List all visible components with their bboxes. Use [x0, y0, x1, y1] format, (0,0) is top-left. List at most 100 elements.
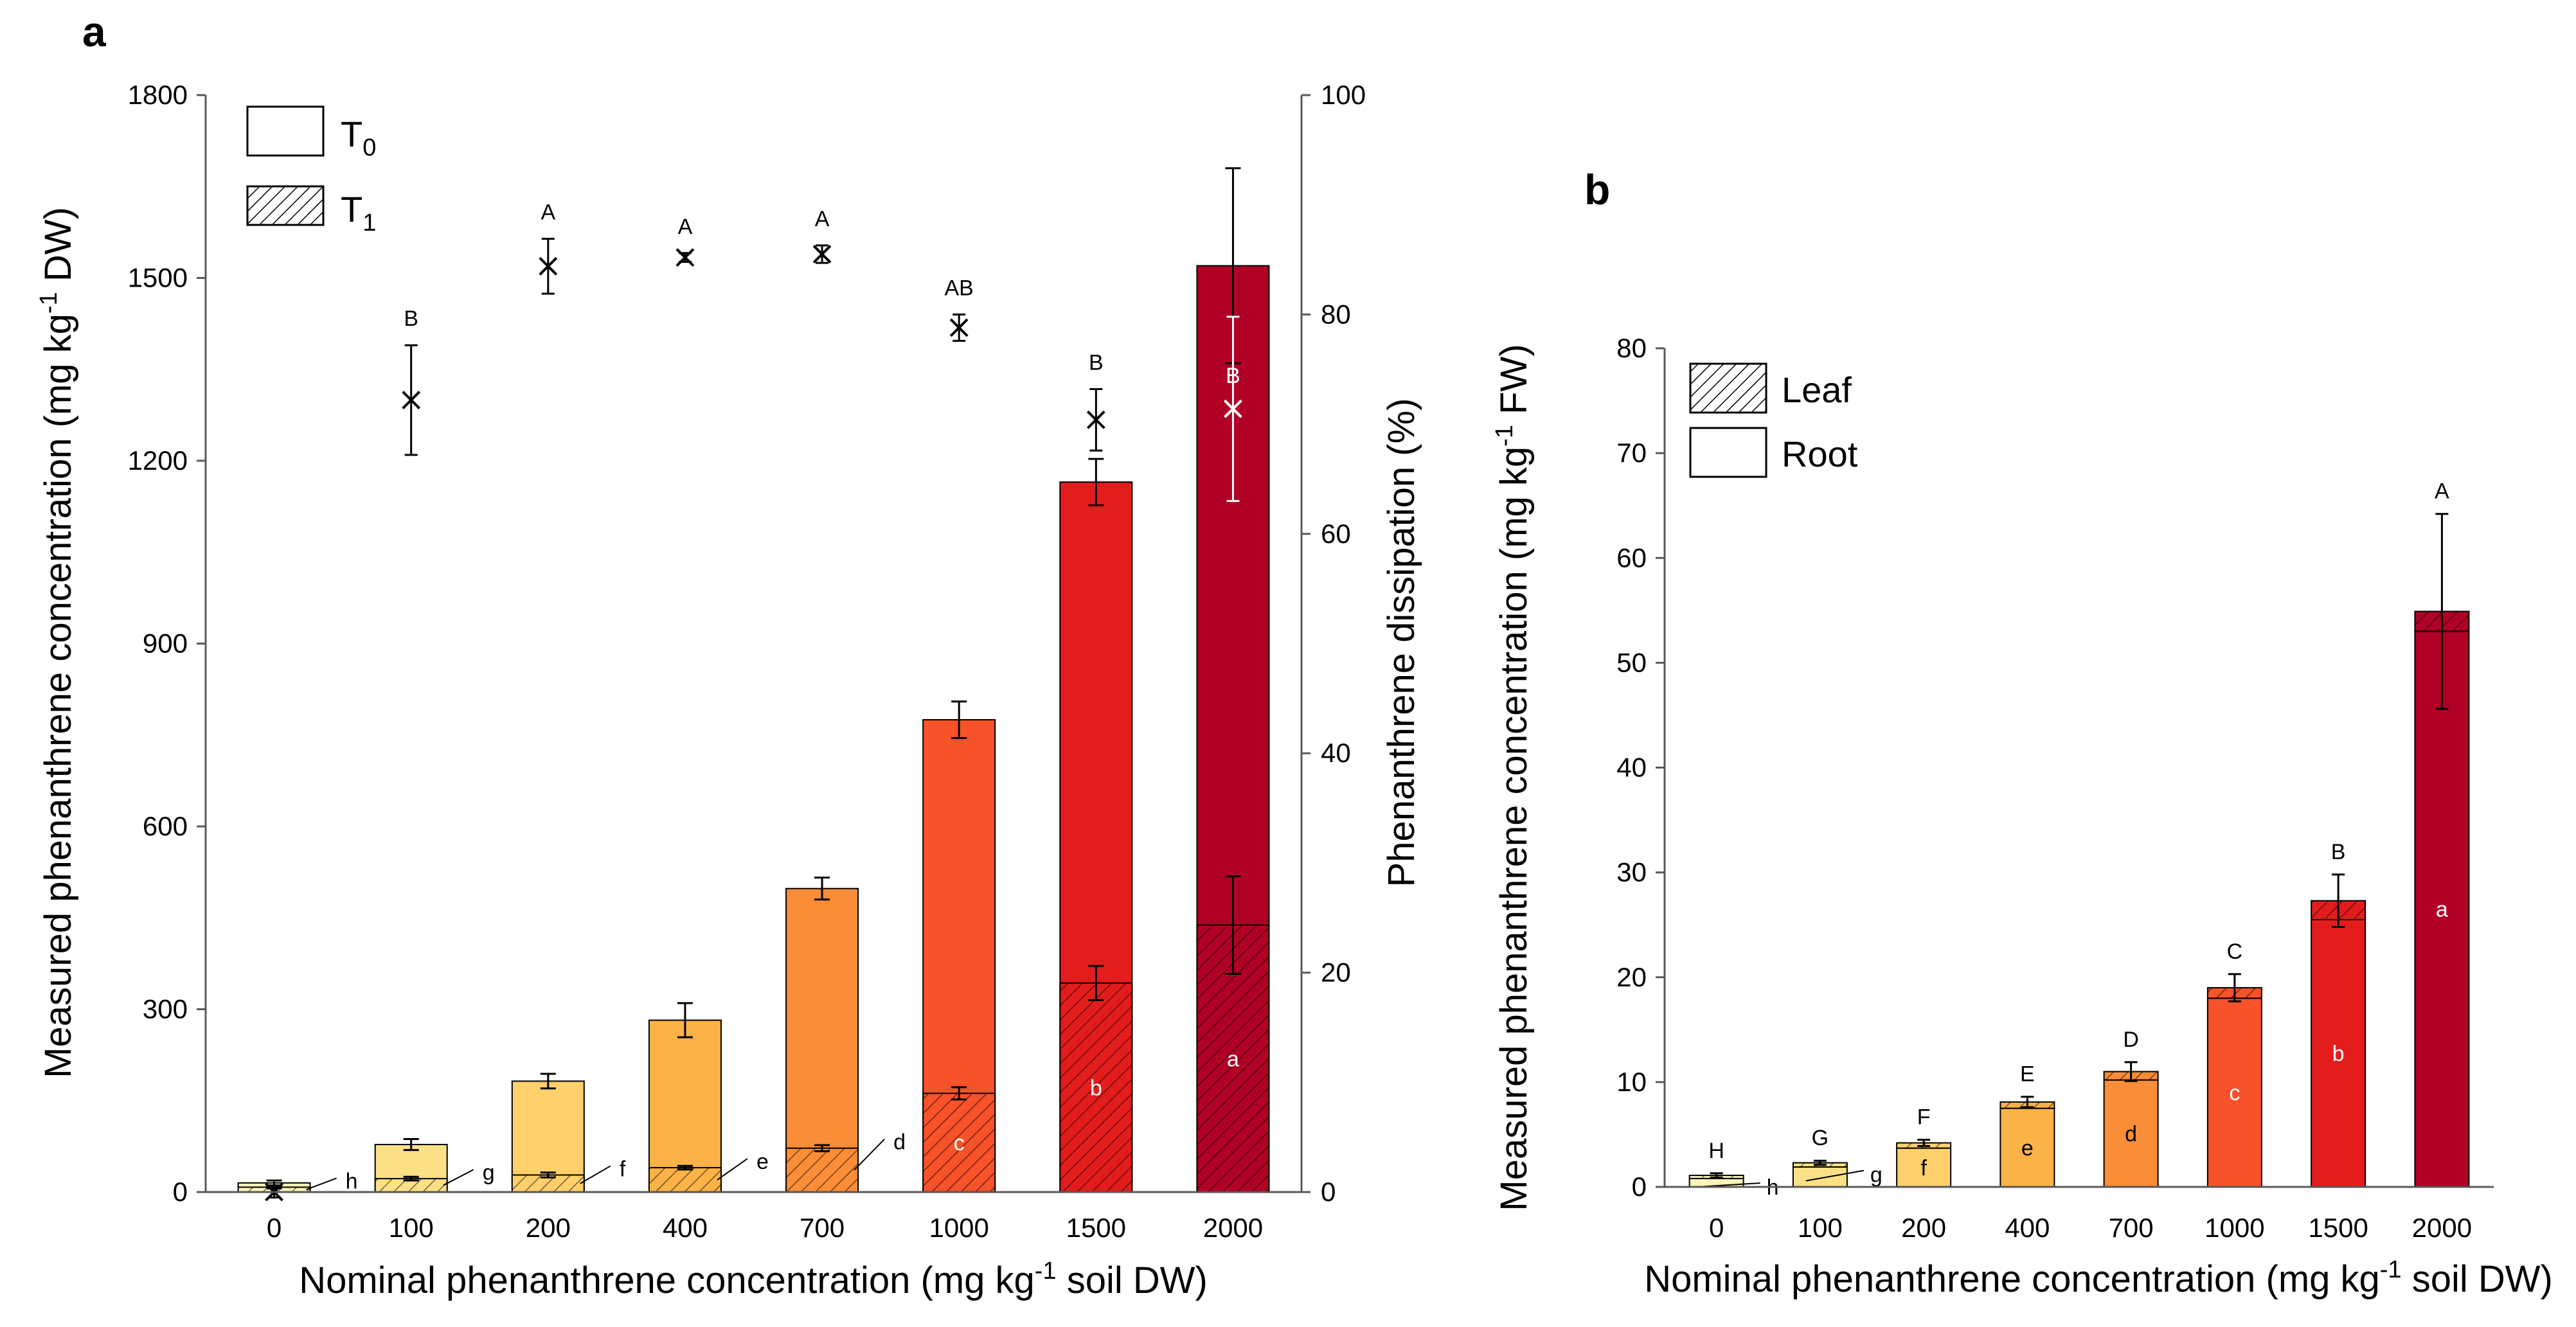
- panel-a-y2-tick-label: 40: [1321, 738, 1351, 768]
- upper-letter-0: H: [1708, 1139, 1724, 1163]
- panel-a-y2-tick-label: 60: [1321, 519, 1351, 549]
- bar-t0-700: [785, 887, 859, 1193]
- root-letter-1000: c: [2229, 1081, 2240, 1105]
- panel-b-x-tick-label: 1500: [2308, 1213, 2368, 1243]
- dissipation-point-100: [402, 391, 421, 409]
- dissipation-point-200: [539, 256, 558, 276]
- root-letter-1500: b: [2332, 1042, 2345, 1066]
- dissipation-point-2000: [1224, 399, 1242, 418]
- letter-leader-0: [306, 1177, 337, 1191]
- dissipation-letter-1500: B: [1089, 350, 1104, 375]
- significance-letter-2000: a: [1227, 1047, 1239, 1071]
- legend-t1-label: T1: [341, 189, 376, 236]
- letter-leader-200: [580, 1165, 611, 1184]
- legend-root-label: Root: [1782, 434, 1858, 474]
- legend-t1-swatch: [246, 185, 325, 226]
- significance-letter-200: f: [620, 1157, 626, 1181]
- bar-t1-hatch-1000: [923, 1093, 996, 1192]
- panel-a-y-tick-label: 900: [143, 628, 188, 659]
- panel-a-x-tick-label: 400: [663, 1213, 708, 1243]
- panel-b-y-tick-label: 40: [1616, 753, 1647, 783]
- panel-b-y-tick-label: 30: [1616, 857, 1647, 887]
- legend-leaf-swatch: [1689, 362, 1767, 414]
- panel-b-x-tick-label: 100: [1798, 1213, 1843, 1243]
- panel-b-x-tick-label: 400: [2005, 1213, 2050, 1243]
- panel-b-x-tick-label: 200: [1901, 1213, 1946, 1243]
- panel-a-x-tick-label: 1500: [1066, 1213, 1126, 1243]
- dissipation-letter-100: B: [404, 307, 418, 331]
- upper-letter-700: D: [2123, 1028, 2139, 1052]
- root-letter-700: d: [2125, 1122, 2137, 1146]
- dissipation-letter-1000: AB: [945, 276, 974, 300]
- bar-root-1500: [2311, 919, 2366, 1188]
- panel-b-x-tick-label: 1000: [2205, 1213, 2264, 1243]
- root-letter-2000: a: [2436, 898, 2448, 922]
- panel-b-legend: Leaf Root: [1689, 362, 1858, 478]
- panel-a-y-tick-label: 1800: [128, 80, 188, 110]
- panel-b-y-tick-label: 50: [1616, 647, 1647, 677]
- dissipation-letter-400: A: [678, 215, 693, 239]
- bar-t0-400: [648, 1019, 722, 1193]
- bar-root-1000: [2206, 997, 2262, 1188]
- significance-letter-700: d: [893, 1130, 906, 1155]
- panel-b-y-tick-label: 0: [1632, 1171, 1647, 1202]
- letter-leader-700: [854, 1139, 885, 1171]
- significance-letter-1500: b: [1090, 1076, 1102, 1100]
- legend-leaf-label: Leaf: [1782, 370, 1852, 410]
- bar-t1-hatch-700: [786, 1148, 859, 1192]
- upper-letter-100: G: [1812, 1126, 1829, 1150]
- panel-b-x-tick-label: 0: [1709, 1213, 1724, 1243]
- dissipation-point-400: [675, 248, 695, 267]
- panel-a-x-tick-label: 200: [526, 1213, 571, 1243]
- panel-a-y2-tick-label: 0: [1321, 1177, 1336, 1207]
- dissipation-point-1000: [949, 318, 969, 337]
- panel-a-y2-tick-label: 20: [1321, 957, 1351, 988]
- panel-a-x-axis-title: Nominal phenanthrene concentration (mg k…: [299, 1258, 1208, 1301]
- bar-root-700: [2103, 1079, 2159, 1188]
- letter-leader-100: [443, 1169, 474, 1186]
- dissipation-point-700: [812, 245, 832, 263]
- panel-b-x-tick-label: 2000: [2412, 1213, 2472, 1243]
- panel-b-y-tick-label: 20: [1616, 962, 1647, 992]
- root-letter-400: e: [2021, 1136, 2034, 1161]
- panel-a-y-tick-label: 1200: [128, 445, 188, 476]
- root-letter-100: g: [1870, 1162, 1883, 1187]
- panel-a-x-tick-label: 100: [389, 1213, 434, 1243]
- panel-a-y2-tick-label: 80: [1321, 299, 1351, 329]
- panel-a-y2-axis-title: Phenanthrene dissipation (%): [1381, 398, 1422, 887]
- bar-root-100: [1792, 1166, 1848, 1188]
- panel-a-y-tick-label: 0: [173, 1177, 188, 1207]
- letter-leader-400: [717, 1158, 748, 1180]
- panel-a-x-tick-label: 1000: [929, 1213, 988, 1243]
- significance-letter-100: g: [483, 1161, 495, 1185]
- panel-a-x-tick-label: 0: [267, 1213, 282, 1243]
- panel-b-y-tick-label: 80: [1616, 333, 1647, 363]
- dissipation-letter-2000: B: [1226, 364, 1240, 388]
- upper-letter-2000: A: [2435, 479, 2449, 504]
- panel-a-y-tick-label: 1500: [128, 263, 188, 293]
- panel-b-x-axis-title: Nominal phenanthrene concentration (mg k…: [1644, 1256, 2553, 1300]
- panel-b-y-tick-label: 10: [1616, 1067, 1647, 1097]
- dissipation-letter-200: A: [541, 200, 555, 225]
- upper-letter-200: F: [1917, 1105, 1931, 1130]
- bar-t1-hatch-400: [648, 1168, 721, 1192]
- panel-a-x-tick-label: 2000: [1203, 1213, 1263, 1243]
- legend-t0-label: T0: [341, 114, 376, 161]
- panel-a-y-tick-label: 300: [143, 994, 188, 1024]
- panel-b-x-tick-label: 700: [2109, 1213, 2154, 1243]
- bar-root-2000: [2414, 630, 2470, 1188]
- significance-letter-1000: c: [954, 1131, 965, 1155]
- panel-b-y-tick-label: 70: [1616, 438, 1647, 468]
- panel-b-y-axis-title: Measured phenanthrene concentration (mg …: [1491, 344, 1535, 1211]
- bar-t1-hatch-1500: [1060, 983, 1132, 1192]
- panel-a-x-tick-label: 700: [800, 1213, 845, 1243]
- legend-t0-swatch: [246, 105, 325, 157]
- legend-root-swatch: [1689, 427, 1767, 478]
- bar-t1-hatch-100: [375, 1179, 447, 1192]
- upper-letter-400: E: [2020, 1062, 2035, 1087]
- letter-leader-b-100: [1805, 1170, 1865, 1182]
- dissipation-point-1500: [1086, 410, 1105, 429]
